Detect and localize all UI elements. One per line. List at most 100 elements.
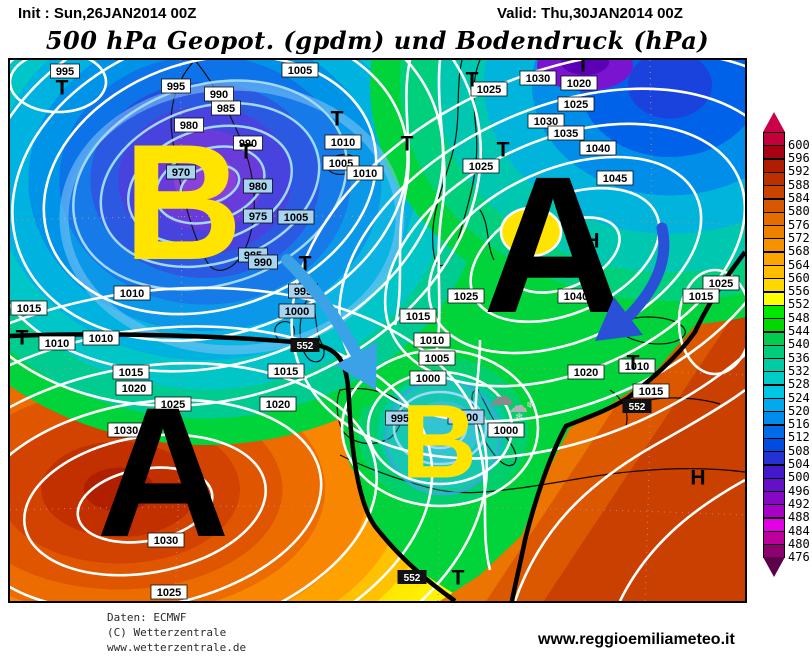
scale-color-box	[763, 424, 785, 439]
scale-tick-label: 520	[788, 403, 810, 418]
svg-text:1025: 1025	[469, 161, 493, 173]
scale-color-box	[763, 265, 785, 279]
scale-tick-label: 568	[788, 244, 810, 259]
tief-marker: T	[331, 108, 344, 131]
isobar-label: 1015	[632, 383, 670, 399]
isobar-label: 1040	[579, 140, 617, 156]
credit-copyright: (C) Wetterzentrale	[107, 626, 227, 639]
valid-datetime: Valid: Thu,30JAN2014 00Z	[497, 5, 683, 22]
isobar-label: 1025	[154, 396, 192, 412]
svg-text:1005: 1005	[288, 65, 312, 77]
isobar-label: 990	[204, 86, 234, 102]
scale-color-box	[763, 304, 785, 319]
isobar-label: 1020	[567, 364, 605, 380]
svg-text:1020: 1020	[266, 399, 290, 411]
svg-text:1010: 1010	[353, 168, 377, 180]
scale-tick-label: 536	[788, 350, 810, 365]
scale-tick-label: 596	[788, 151, 810, 166]
svg-text:1015: 1015	[406, 311, 430, 323]
scale-tick-label: 480	[788, 536, 810, 551]
scale-tick-label: 564	[788, 257, 810, 272]
scale-tick-label: 572	[788, 230, 810, 245]
contour-552-label: 552	[290, 338, 320, 352]
svg-text:995: 995	[391, 413, 409, 425]
geopotential-color-scale: 600 596 592 588 584 580 576 572 568 564 560 556 552 5…	[763, 112, 812, 612]
isobar-label: 1000	[409, 370, 447, 386]
isobar-label: 1020	[560, 75, 598, 91]
svg-text:1005: 1005	[284, 212, 308, 224]
scale-tick-label: 512	[788, 430, 810, 445]
svg-text:990: 990	[210, 89, 228, 101]
advection-arrow-east	[595, 222, 670, 341]
hoch-marker: H	[690, 467, 705, 490]
isobar-label: 975	[243, 208, 273, 224]
svg-text:975: 975	[249, 211, 267, 223]
thick-552-contour	[10, 250, 745, 601]
svg-text:1010: 1010	[331, 137, 355, 149]
svg-text:☁: ☁	[508, 393, 528, 417]
isobar-label: 1030	[107, 422, 145, 438]
svg-text:1020: 1020	[567, 78, 591, 90]
svg-text:1030: 1030	[526, 73, 550, 85]
svg-text:☁: ☁	[488, 382, 514, 412]
scale-color-box	[763, 411, 785, 426]
contour-552-label: 552	[622, 399, 652, 413]
scale-color-box	[763, 145, 785, 160]
isobar-label: 1005	[281, 62, 319, 78]
isobar-label: 985	[211, 100, 241, 116]
scale-tick-label: 488	[788, 510, 810, 525]
scale-tick-label: 476	[788, 550, 810, 565]
scale-tick-label: 560	[788, 270, 810, 285]
scale-color-box	[763, 331, 785, 346]
isobar-label: 1025	[557, 96, 595, 112]
svg-text:1015: 1015	[274, 366, 298, 378]
svg-text:1030: 1030	[114, 425, 138, 437]
scale-arrow-down	[763, 556, 785, 577]
isobar-label: 1025	[150, 584, 188, 600]
scale-color-box	[763, 477, 785, 492]
isobar-label: 1015	[682, 288, 720, 304]
svg-text:1000: 1000	[454, 412, 478, 424]
isobar-label: 1025	[462, 158, 500, 174]
scale-color-box	[763, 318, 785, 333]
isobar-label: 1030	[527, 113, 565, 129]
isobar-label: 1030	[147, 532, 185, 548]
scale-color-box	[763, 384, 785, 399]
isobar-label: 980	[174, 117, 204, 133]
credit-source: Daten: ECMWF	[107, 611, 187, 624]
scale-tick-label: 540	[788, 337, 810, 352]
hoch-marker: H	[584, 230, 599, 253]
isobar-label: 1040	[557, 288, 595, 304]
isobar-label: 1005	[418, 350, 456, 366]
svg-text:1030: 1030	[154, 535, 178, 547]
svg-text:1015: 1015	[689, 291, 713, 303]
scale-color-box	[763, 358, 785, 373]
isobar-label: 995	[385, 410, 415, 426]
tief-marker: T	[466, 69, 479, 92]
scale-color-box	[763, 238, 785, 253]
isobar-label: 970	[166, 164, 196, 180]
pressure-center-B: B	[401, 384, 477, 501]
isobar-label: 1025	[470, 81, 508, 97]
svg-text:❄: ❄	[515, 412, 523, 423]
svg-text:552: 552	[404, 573, 421, 584]
scale-tick-label: 548	[788, 310, 810, 325]
svg-text:1000: 1000	[494, 425, 518, 437]
isobar-label: 1030	[519, 70, 557, 86]
isobar-label: 1010	[618, 358, 656, 374]
scale-tick-label: 500	[788, 470, 810, 485]
scale-color-box	[763, 371, 785, 386]
scale-tick-label: 496	[788, 483, 810, 498]
isobar-label: 990	[233, 135, 263, 151]
scale-color-box	[763, 225, 785, 240]
isobar-label: 990	[248, 254, 278, 270]
svg-text:1025: 1025	[564, 99, 588, 111]
credit-url: www.wetterzentrale.de	[107, 641, 247, 654]
scale-arrow-up	[763, 112, 785, 132]
scale-color-box	[763, 291, 785, 306]
svg-text:1025: 1025	[161, 399, 185, 411]
scale-color-box	[763, 491, 785, 506]
isobar-label: 1010	[346, 165, 384, 181]
svg-text:1015: 1015	[17, 303, 41, 315]
